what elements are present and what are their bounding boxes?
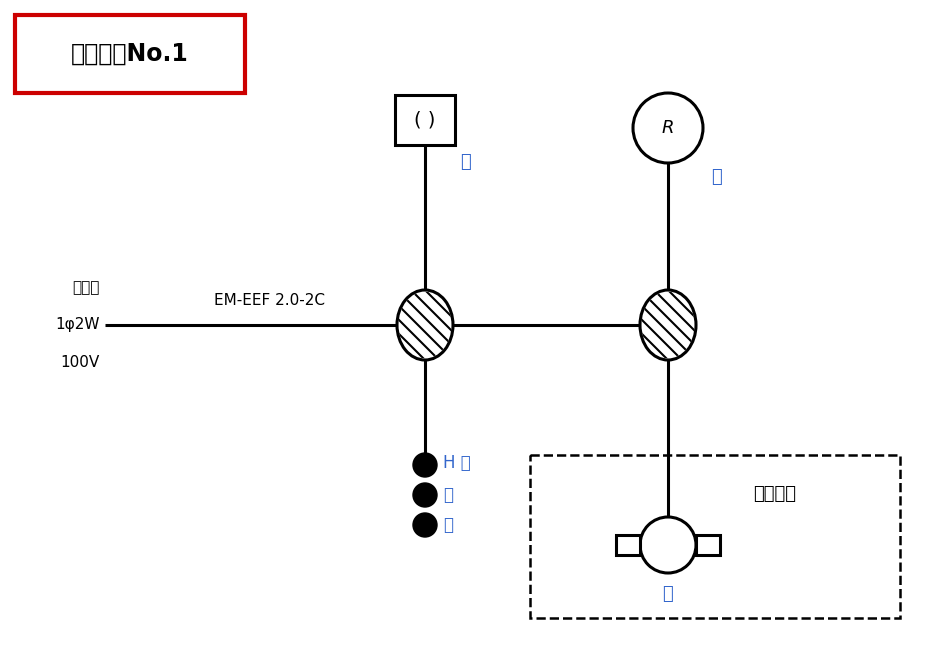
Text: 候補問題No.1: 候補問題No.1 bbox=[71, 42, 189, 66]
Text: EM-EEF 2.0-2C: EM-EEF 2.0-2C bbox=[214, 293, 325, 308]
Text: 100V: 100V bbox=[61, 355, 100, 370]
Bar bbox=[15, 15, 244, 93]
Ellipse shape bbox=[397, 290, 452, 360]
Text: ロ: ロ bbox=[443, 486, 452, 504]
Text: ハ: ハ bbox=[443, 516, 452, 534]
Circle shape bbox=[633, 93, 702, 163]
Text: R: R bbox=[661, 119, 674, 137]
Bar bbox=[530, 455, 899, 618]
Circle shape bbox=[413, 453, 436, 477]
Ellipse shape bbox=[639, 290, 695, 360]
Circle shape bbox=[639, 517, 695, 573]
Circle shape bbox=[413, 513, 436, 537]
Text: ロ: ロ bbox=[710, 168, 721, 186]
Text: 施工省略: 施工省略 bbox=[753, 485, 796, 503]
Bar bbox=[695, 535, 719, 555]
Text: H イ: H イ bbox=[443, 454, 470, 472]
Text: ( ): ( ) bbox=[414, 111, 435, 130]
Text: 電　源: 電 源 bbox=[73, 280, 100, 295]
Bar bbox=[615, 535, 639, 555]
Bar bbox=[395, 95, 455, 145]
Circle shape bbox=[413, 483, 436, 507]
Text: イ: イ bbox=[460, 153, 470, 171]
Text: 1φ2W: 1φ2W bbox=[55, 318, 100, 333]
Text: ハ: ハ bbox=[662, 585, 673, 603]
